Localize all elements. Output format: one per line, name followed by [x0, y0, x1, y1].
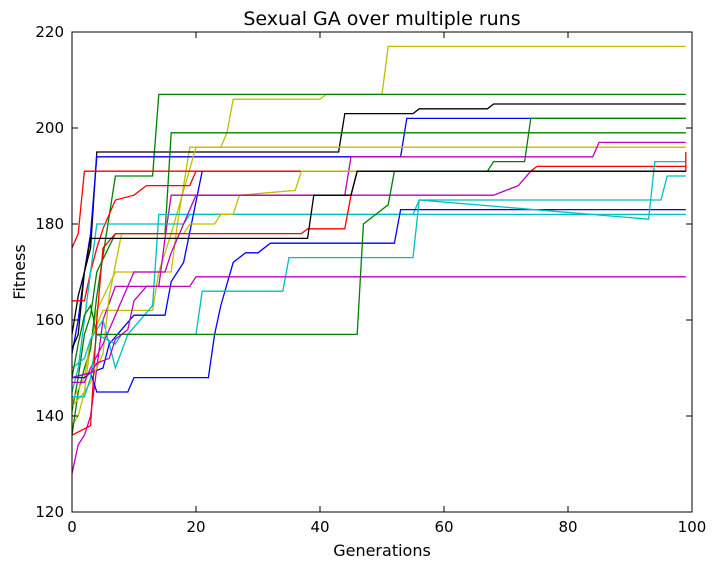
x-tick-label: 100 [678, 518, 707, 536]
series-line-1 [72, 45, 686, 426]
y-tick-label: 200 [35, 119, 64, 137]
series-line-12 [72, 171, 203, 379]
series-line-3 [72, 103, 686, 335]
y-tick-label: 180 [35, 215, 64, 233]
chart-title: Sexual GA over multiple runs [243, 8, 520, 30]
series-line-19 [72, 170, 686, 350]
series-line-20 [72, 276, 686, 379]
series-line-9 [72, 141, 686, 474]
y-axis-ticks: 120 140 160 180 200 220 [35, 23, 692, 521]
y-axis-label: Fitness [10, 244, 29, 299]
series-line-11 [72, 175, 686, 371]
series-line-5 [72, 132, 686, 412]
y-tick-label: 220 [35, 23, 64, 41]
y-tick-label: 160 [35, 311, 64, 329]
series-line-15 [72, 208, 686, 393]
x-tick-label: 20 [186, 518, 205, 536]
x-tick-label: 40 [310, 518, 329, 536]
series-line-16 [72, 160, 686, 398]
series-line-2 [72, 93, 686, 436]
x-tick-label: 0 [67, 518, 77, 536]
x-tick-label: 80 [558, 518, 577, 536]
series-line-17 [72, 117, 686, 378]
series-line-13 [72, 170, 686, 407]
series-line-4 [72, 117, 686, 354]
x-axis-ticks: 0 20 40 60 80 100 [67, 32, 706, 536]
y-tick-label: 120 [35, 503, 64, 521]
y-tick-label: 140 [35, 407, 64, 425]
x-axis-label: Generations [333, 541, 431, 560]
series-line-6 [72, 146, 686, 402]
series-line-7 [72, 152, 687, 249]
plot-frame [71, 31, 693, 513]
x-tick-label: 60 [434, 518, 453, 536]
series-line-18 [72, 170, 686, 436]
series-lines [72, 45, 687, 474]
